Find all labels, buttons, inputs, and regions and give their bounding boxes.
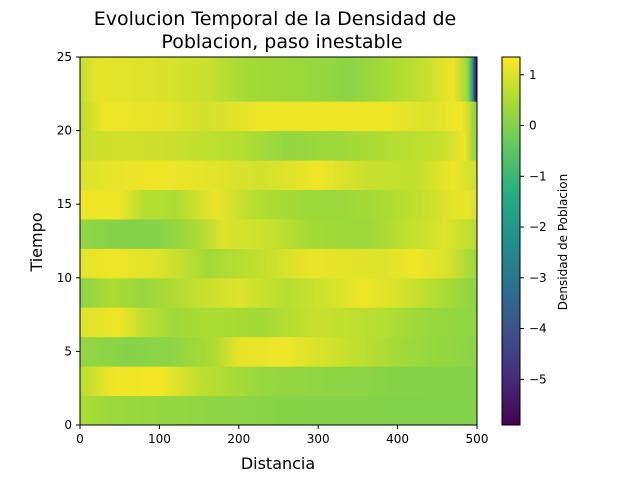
x-axis-ticks: 0 100 200 300 400 500	[76, 425, 488, 446]
heatmap-row	[80, 71, 477, 102]
heatmap-row	[80, 248, 477, 279]
colorbar: 1 0 −1 −2 −3 −4 −5 Densidad de Poblacion	[501, 56, 570, 426]
heatmap-row	[80, 189, 477, 220]
colorbar-tick-label: −2	[529, 220, 547, 234]
x-tick-label: 500	[466, 432, 489, 446]
x-axis-label: Distancia	[241, 454, 315, 473]
colorbar-gradient	[501, 56, 521, 426]
x-tick-label: 300	[307, 432, 330, 446]
colorbar-tick-label: 0	[529, 119, 537, 133]
y-tick-label: 10	[57, 271, 72, 285]
heatmap-row	[80, 101, 477, 132]
x-tick-label: 0	[76, 432, 84, 446]
x-tick-label: 200	[227, 432, 250, 446]
y-tick-label: 15	[57, 197, 72, 211]
y-axis-label: Tiempo	[27, 212, 46, 272]
colorbar-ticks: 1 0 −1 −2 −3 −4 −5	[520, 68, 547, 386]
chart-title-line-1: Evolucion Temporal de la Densidad de	[94, 8, 457, 30]
chart-title: Evolucion Temporal de la Densidad de Pob…	[94, 8, 457, 53]
heatmap-row	[80, 160, 477, 190]
heatmap-row	[80, 395, 477, 426]
heatmap-row	[80, 57, 477, 73]
y-tick-label: 5	[64, 344, 72, 358]
x-tick-label: 400	[386, 432, 409, 446]
heatmap-row	[80, 366, 477, 397]
y-tick-label: 20	[57, 124, 72, 138]
y-tick-label: 25	[57, 50, 72, 64]
chart-title-line-2: Poblacion, paso inestable	[161, 31, 402, 53]
heatmap-plot-area	[80, 57, 477, 426]
heatmap-row	[80, 218, 477, 249]
y-tick-label: 0	[64, 418, 72, 432]
heatmap-row	[80, 336, 477, 367]
colorbar-label: Densidad de Poblacion	[556, 174, 570, 310]
colorbar-tick-label: −1	[529, 169, 547, 183]
heatmap-row	[80, 277, 477, 308]
axes-frame	[79, 56, 478, 426]
heatmap-row	[80, 307, 477, 338]
heatmap-row	[80, 130, 477, 161]
colorbar-tick-label: −5	[529, 372, 547, 386]
y-axis-ticks: 0 5 10 15 20 25	[57, 50, 80, 432]
colorbar-tick-label: 1	[529, 68, 537, 82]
colorbar-tick-label: −4	[529, 322, 547, 336]
colorbar-tick-label: −3	[529, 271, 547, 285]
x-tick-label: 100	[148, 432, 171, 446]
